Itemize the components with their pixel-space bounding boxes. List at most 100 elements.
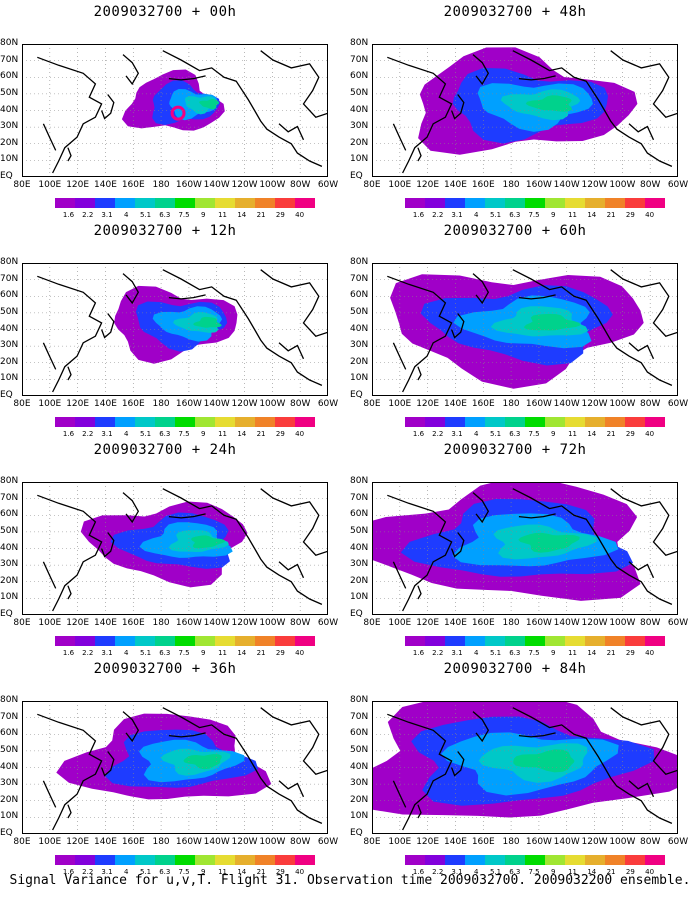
lon-tick-label: 100E [388, 837, 412, 847]
lon-tick-label: 100E [388, 618, 412, 628]
colorbar-label: 2.2 [432, 211, 444, 219]
colorbar-swatch [585, 198, 605, 208]
colorbar-swatch [215, 198, 235, 208]
colorbar-swatch [175, 855, 195, 865]
coastline [628, 780, 655, 798]
lat-tick-label: 10N [350, 592, 369, 603]
colorbar-swatch [625, 417, 645, 427]
colorbar-label: 2.2 [82, 430, 94, 438]
colorbar-label: 9 [551, 868, 556, 876]
colorbar-swatch [405, 198, 425, 208]
lat-tick-label: 20N [350, 575, 369, 586]
coastline [260, 50, 328, 118]
coastline [628, 342, 655, 360]
lon-tick-label: 180 [152, 399, 170, 409]
lon-tick-label: 180 [502, 618, 520, 628]
lon-tick-label: 160W [175, 399, 202, 409]
colorbar-swatch [465, 198, 485, 208]
colorbar-swatch [115, 636, 135, 646]
variance-contour [523, 313, 581, 331]
coastline [628, 561, 655, 579]
colorbar-swatch [255, 636, 275, 646]
colorbar-swatch [405, 855, 425, 865]
lat-tick-label: 30N [350, 340, 369, 351]
colorbar-swatch [215, 636, 235, 646]
colorbar-label: 29 [625, 211, 635, 219]
colorbar-swatch [525, 636, 545, 646]
colorbar-swatch [485, 855, 505, 865]
colorbar-label: 7.5 [528, 430, 540, 438]
lon-tick-label: 120E [66, 399, 90, 409]
colorbar-swatch [95, 636, 115, 646]
lon-tick-label: 180 [152, 837, 170, 847]
coastline [241, 309, 323, 386]
colorbar-label: 9 [201, 430, 206, 438]
lat-tick-label: 20N [0, 575, 19, 586]
coastline [168, 75, 206, 81]
coastline [610, 269, 678, 337]
map-canvas [372, 44, 678, 177]
lat-tick-label: EQ [0, 609, 13, 619]
colorbar-swatch [135, 417, 155, 427]
colorbar-swatch [275, 198, 295, 208]
colorbar-swatch [525, 198, 545, 208]
lon-tick-label: 180 [502, 180, 520, 190]
coastline [392, 561, 407, 589]
lon-tick-label: 180 [502, 399, 520, 409]
colorbar-label: 1.6 [62, 430, 75, 438]
variance-contour [525, 95, 573, 112]
lon-tick-label: 80W [639, 618, 661, 628]
colorbar-label: 29 [275, 430, 285, 438]
map-panel: 2009032700 + 36h 80N 70N 60N 50N 40N 30N 20N 10N… [0, 661, 338, 876]
colorbar-label: 40 [295, 211, 305, 219]
colorbar-swatch [235, 855, 255, 865]
colorbar-label: 1.6 [412, 868, 425, 876]
coastline [37, 494, 103, 612]
lon-tick-label: 140E [94, 618, 117, 628]
coastline [512, 707, 593, 748]
colorbar-swatch [625, 855, 645, 865]
lon-tick-label: 160W [525, 180, 552, 190]
panel-title: 2009032700 + 48h [443, 4, 587, 20]
colorbar-label: 5.1 [139, 430, 152, 438]
colorbar-label: 29 [275, 868, 285, 876]
lon-tick-label: 60W [667, 399, 689, 409]
colorbar-swatch [445, 198, 465, 208]
lat-tick-label: 80N [350, 38, 369, 48]
map-frame [22, 263, 328, 396]
colorbar-swatch [175, 198, 195, 208]
coastline [472, 54, 490, 86]
coastline [278, 780, 305, 798]
colorbar-label: 14 [237, 430, 247, 438]
colorbar-label: 40 [645, 868, 655, 876]
map-plot [372, 482, 678, 615]
colorbar-label: 29 [625, 868, 635, 876]
lat-tick-label: 40N [350, 761, 369, 772]
colorbar-swatch [135, 636, 155, 646]
lat-tick-label: 20N [0, 137, 19, 148]
map-canvas [372, 701, 678, 834]
lon-tick-label: 80E [363, 399, 381, 409]
variance-contour [183, 754, 222, 770]
colorbar-labels: 1.6 2.2 3.1 4 5.1 6.3 7.5 9 11 14 21 29 40 [405, 868, 665, 878]
colorbar-swatch [295, 855, 315, 865]
colorbar-label: 5.1 [139, 868, 152, 876]
lon-tick-label: 120W [581, 180, 608, 190]
colorbar-label: 3.1 [451, 649, 463, 657]
lon-tick-label: 60W [317, 837, 339, 847]
colorbar-label: 1.6 [62, 649, 75, 657]
lat-tick-label: 40N [350, 323, 369, 334]
colorbar-swatch [545, 855, 565, 865]
colorbar-label: 5.1 [139, 649, 152, 657]
lon-tick-label: 80E [13, 180, 31, 190]
map-frame [372, 701, 678, 834]
lat-tick-label: 30N [350, 778, 369, 789]
lon-tick-label: 60W [667, 180, 689, 190]
colorbar-label: 11 [218, 868, 228, 876]
lat-tick-label: 10N [0, 592, 19, 603]
lon-tick-label: 120E [416, 399, 440, 409]
colorbar-label: 5.1 [489, 430, 502, 438]
lon-tick-label: 60W [667, 618, 689, 628]
lon-tick-label: 100W [609, 618, 636, 628]
lat-tick-label: 30N [0, 559, 19, 570]
